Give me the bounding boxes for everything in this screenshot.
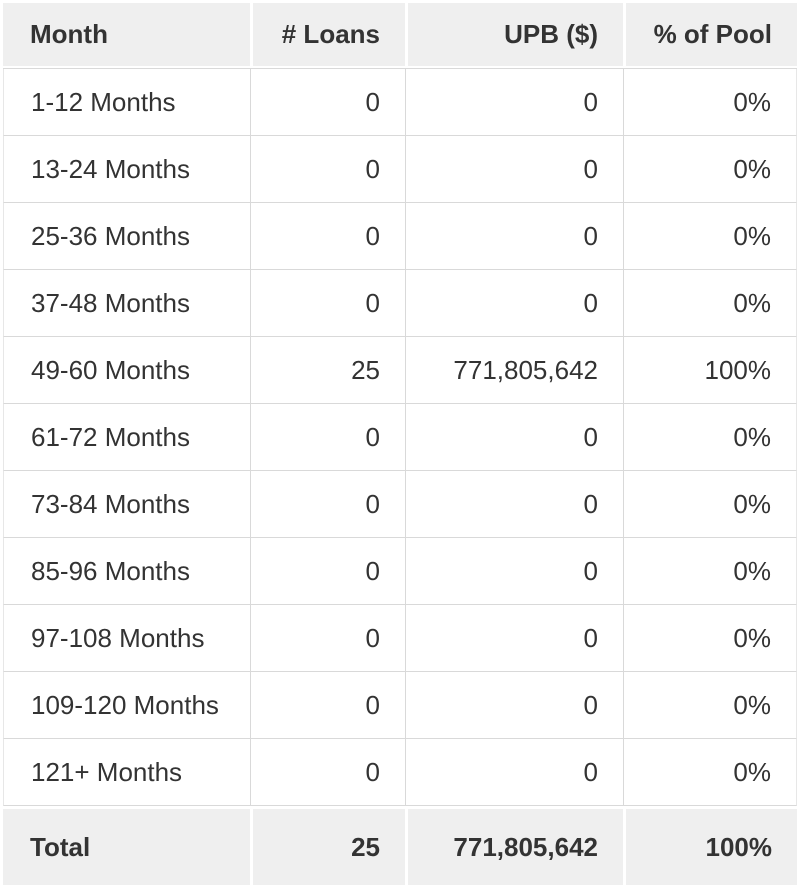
cell-upb: 0	[405, 538, 623, 605]
cell-month: 37-48 Months	[3, 270, 250, 337]
column-header-month: Month	[3, 3, 250, 66]
cell-upb: 0	[405, 739, 623, 806]
cell-month: 109-120 Months	[3, 672, 250, 739]
cell-upb: 0	[405, 672, 623, 739]
cell-pool: 0%	[623, 739, 797, 806]
cell-pool: 0%	[623, 672, 797, 739]
table-row: 1-12 Months 0 0 0%	[3, 69, 797, 136]
column-header-pool: % of Pool	[623, 3, 797, 66]
table-row: 13-24 Months 0 0 0%	[3, 136, 797, 203]
table-row: 61-72 Months 0 0 0%	[3, 404, 797, 471]
total-label: Total	[3, 809, 250, 885]
cell-pool: 0%	[623, 404, 797, 471]
cell-loans: 0	[250, 471, 405, 538]
cell-month: 73-84 Months	[3, 471, 250, 538]
total-upb: 771,805,642	[405, 809, 623, 885]
table-row: 73-84 Months 0 0 0%	[3, 471, 797, 538]
cell-pool: 100%	[623, 337, 797, 404]
cell-month: 49-60 Months	[3, 337, 250, 404]
cell-month: 25-36 Months	[3, 203, 250, 270]
cell-month: 13-24 Months	[3, 136, 250, 203]
cell-pool: 0%	[623, 203, 797, 270]
column-header-upb: UPB ($)	[405, 3, 623, 66]
cell-pool: 0%	[623, 69, 797, 136]
table-row: 25-36 Months 0 0 0%	[3, 203, 797, 270]
cell-loans: 0	[250, 605, 405, 672]
cell-upb: 771,805,642	[405, 337, 623, 404]
cell-upb: 0	[405, 203, 623, 270]
table-header-row: Month # Loans UPB ($) % of Pool	[3, 3, 797, 66]
cell-loans: 25	[250, 337, 405, 404]
cell-upb: 0	[405, 270, 623, 337]
cell-upb: 0	[405, 136, 623, 203]
cell-loans: 0	[250, 739, 405, 806]
table-row: 109-120 Months 0 0 0%	[3, 672, 797, 739]
total-loans: 25	[250, 809, 405, 885]
cell-upb: 0	[405, 404, 623, 471]
table-row: 37-48 Months 0 0 0%	[3, 270, 797, 337]
table-row: 49-60 Months 25 771,805,642 100%	[3, 337, 797, 404]
cell-month: 97-108 Months	[3, 605, 250, 672]
cell-month: 85-96 Months	[3, 538, 250, 605]
cell-month: 1-12 Months	[3, 69, 250, 136]
total-divider	[3, 806, 797, 809]
cell-loans: 0	[250, 270, 405, 337]
header-divider	[3, 66, 797, 69]
cell-loans: 0	[250, 404, 405, 471]
cell-month: 121+ Months	[3, 739, 250, 806]
table-total-row: Total 25 771,805,642 100%	[3, 809, 797, 885]
table-row: 85-96 Months 0 0 0%	[3, 538, 797, 605]
cell-upb: 0	[405, 605, 623, 672]
loan-seasoning-table: Month # Loans UPB ($) % of Pool 1-12 Mon…	[3, 3, 797, 885]
cell-upb: 0	[405, 471, 623, 538]
table-row: 121+ Months 0 0 0%	[3, 739, 797, 806]
cell-pool: 0%	[623, 270, 797, 337]
cell-month: 61-72 Months	[3, 404, 250, 471]
cell-loans: 0	[250, 69, 405, 136]
cell-loans: 0	[250, 136, 405, 203]
total-pool: 100%	[623, 809, 797, 885]
cell-loans: 0	[250, 672, 405, 739]
cell-pool: 0%	[623, 136, 797, 203]
table-row: 97-108 Months 0 0 0%	[3, 605, 797, 672]
cell-pool: 0%	[623, 538, 797, 605]
column-header-loans: # Loans	[250, 3, 405, 66]
cell-pool: 0%	[623, 605, 797, 672]
cell-upb: 0	[405, 69, 623, 136]
cell-pool: 0%	[623, 471, 797, 538]
cell-loans: 0	[250, 203, 405, 270]
cell-loans: 0	[250, 538, 405, 605]
